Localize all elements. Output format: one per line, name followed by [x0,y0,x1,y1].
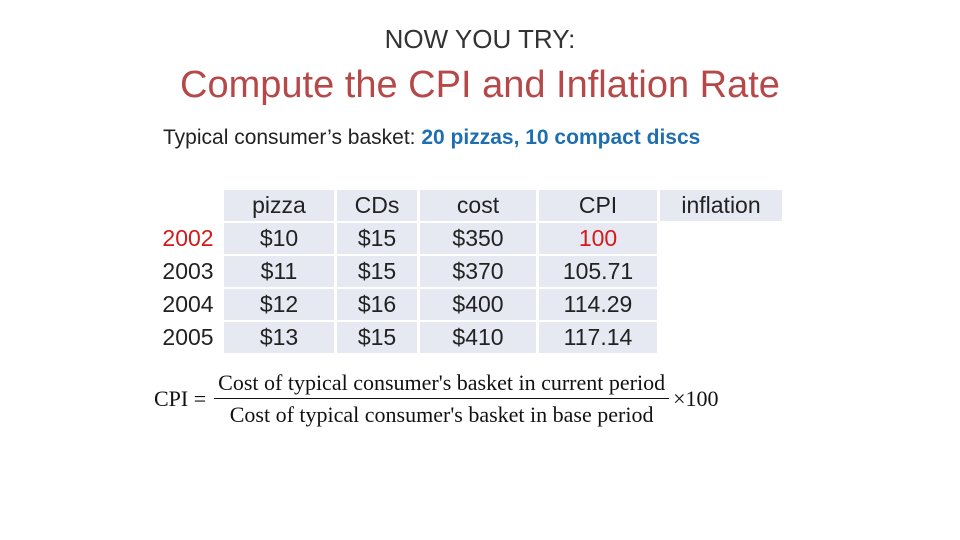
fraction-bar [214,398,670,399]
pizza-price-cell: $13 [224,322,334,353]
cpi-table: pizza CDs cost CPI inflation 2002 $10 $1… [152,188,785,355]
slide-kicker: NOW YOU TRY: [384,24,576,54]
basket-label: Typical consumer’s basket: [163,126,416,149]
year-cell: 2004 [155,289,221,320]
year-cell: 2005 [155,322,221,353]
header-cost: cost [420,190,536,221]
year-cell: 2003 [155,256,221,287]
basket-items: 20 pizzas, 10 compact discs [421,126,701,149]
cds-price-cell: $15 [337,256,417,287]
cpi-cell: 114.29 [539,289,657,320]
header-inflation: inflation [660,190,782,221]
table-row: 2003 $11 $15 $370 105.71 [155,256,782,287]
formula-numerator: Cost of typical consumer's basket in cur… [218,370,666,395]
cpi-cell: 117.14 [539,322,657,353]
cost-cell: $370 [420,256,536,287]
inflation-cell [660,322,782,353]
slide-title: Compute the CPI and Inflation Rate [180,64,780,106]
formula-fraction: Cost of typical consumer's basket in cur… [214,370,670,428]
cds-price-cell: $16 [337,289,417,320]
inflation-cell [660,289,782,320]
cost-cell: $350 [420,223,536,254]
year-header-cell [155,190,221,221]
year-cell: 2002 [155,223,221,254]
table-row: 2002 $10 $15 $350 100 [155,223,782,254]
formula-denominator: Cost of typical consumer's basket in bas… [229,402,654,427]
pizza-price-cell: $11 [224,256,334,287]
cost-cell: $410 [420,322,536,353]
formula-lhs: CPI = [154,386,207,411]
table-row: 2004 $12 $16 $400 114.29 [155,289,782,320]
cpi-cell: 105.71 [539,256,657,287]
cpi-formula: CPI = Cost of typical consumer's basket … [154,370,719,428]
inflation-cell [660,256,782,287]
cost-cell: $400 [420,289,536,320]
formula-multiplier: ×100 [673,386,719,411]
basket-description: Typical consumer’s basket: 20 pizzas, 10… [163,126,700,150]
pizza-price-cell: $10 [224,223,334,254]
inflation-cell [660,223,782,254]
cds-price-cell: $15 [337,223,417,254]
cpi-cell: 100 [539,223,657,254]
cds-price-cell: $15 [337,322,417,353]
header-cds: CDs [337,190,417,221]
header-cpi: CPI [539,190,657,221]
pizza-price-cell: $12 [224,289,334,320]
table-header-row: pizza CDs cost CPI inflation [155,190,782,221]
header-pizza: pizza [224,190,334,221]
table-row: 2005 $13 $15 $410 117.14 [155,322,782,353]
